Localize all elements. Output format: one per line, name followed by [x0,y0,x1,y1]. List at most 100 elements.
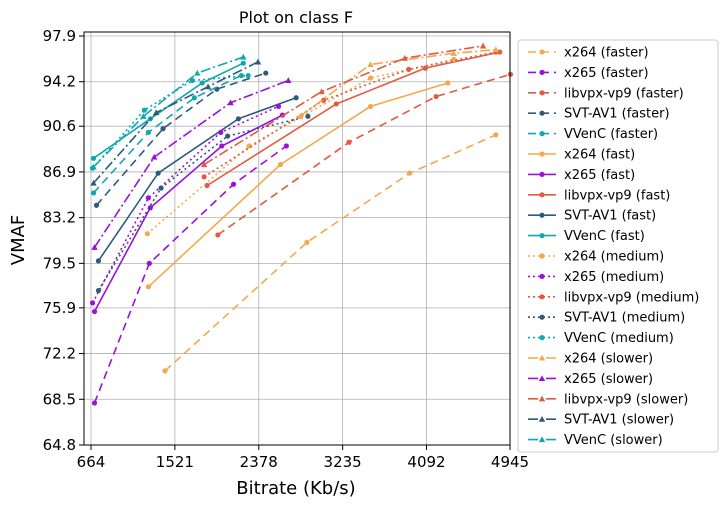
data-point [155,170,161,176]
legend-label: x264 (fast) [564,148,635,163]
data-point [422,65,428,71]
legend-marker [539,192,545,198]
series-line [147,82,449,288]
series-libvpx-vp9-slower [200,42,487,168]
legend-marker [539,49,545,55]
data-point [91,308,98,315]
legend-marker [539,69,545,75]
legend-item: x265 (medium) [528,270,664,285]
x-axis-ticks: 664 1521 2378 3235 4092 4945 [77,445,529,471]
series-vvenc-medium [89,72,251,171]
legend: x264 (faster) x265 (faster) libvpx-vp9 (fa… [517,39,719,453]
legend-marker [539,90,545,96]
y-tick-label: 64.8 [43,436,76,454]
data-point [201,174,207,180]
series-vvenc-faster [90,72,244,196]
series-x264-slower [296,46,500,119]
data-point [141,107,148,113]
data-point [445,80,451,86]
legend-label: VVenC (faster) [564,127,658,142]
legend-label: x264 (medium) [564,250,664,265]
legend-item: VVenC (slower) [528,433,663,448]
legend-item: VVenC (fast) [528,229,645,244]
legend-item: SVT-AV1 (slower) [528,413,674,428]
data-point [91,244,98,250]
chart-title: Plot on class F [239,8,353,27]
legend-item: libvpx-vp9 (medium) [528,290,699,305]
legend-item: SVT-AV1 (fast) [528,209,656,224]
data-point [93,202,100,208]
series-line [203,51,496,178]
legend-item: x265 (fast) [528,168,635,183]
data-point [254,58,262,65]
series-svt-av1-fast [95,95,299,264]
legend-label: SVT-AV1 (medium) [564,311,685,326]
data-point [90,179,97,186]
legend-marker [539,233,545,239]
legend-marker [539,171,545,177]
legend-item: x264 (medium) [528,250,664,265]
data-point [433,93,439,100]
data-point [263,70,269,76]
series-libvpx-vp9-faster [215,71,514,238]
legend-label: x265 (faster) [564,66,649,81]
data-point [245,72,251,79]
series-line [206,51,500,187]
legend-marker [539,110,545,116]
data-point [95,287,102,294]
x-tick-label: 3235 [324,453,362,471]
x-tick-label: 1521 [156,453,194,471]
data-point [90,155,97,161]
data-point [90,190,97,196]
series-x264-faster [162,132,499,374]
series-line [92,61,259,184]
legend-item: VVenC (medium) [528,331,674,346]
data-point [215,232,221,238]
data-point [283,143,289,149]
data-point [204,83,212,90]
legend-label: x265 (medium) [564,270,664,285]
data-point [218,129,224,135]
data-point [333,101,339,107]
legend-item: libvpx-vp9 (fast) [528,188,670,203]
data-point [89,300,96,306]
data-point [145,129,151,135]
legend-marker [539,314,545,320]
data-point [151,153,158,160]
y-tick-label: 68.5 [43,390,76,408]
series-line [203,45,484,166]
data-point [240,60,246,66]
data-point [146,260,152,266]
series-line [92,56,244,168]
series-libvpx-vp9-medium [201,49,499,180]
data-point [367,61,374,67]
data-point [95,258,102,264]
legend-label: SVT-AV1 (fast) [564,209,656,224]
y-tick-label: 90.6 [43,117,76,135]
legend-marker [539,294,545,300]
series-line [97,115,309,291]
data-point [293,95,299,101]
data-point [158,185,164,191]
data-point [367,103,374,110]
series-line [93,114,283,312]
data-point [145,195,151,201]
legend-label: x265 (fast) [564,168,635,183]
data-point [497,49,503,55]
data-point [401,55,408,61]
data-point [191,95,197,101]
legend-marker [538,375,546,381]
data-point [238,72,244,79]
y-tick-label: 79.5 [43,254,76,272]
data-point [275,103,282,110]
y-axis-ticks: 64.8 68.5 72.2 75.9 79.5 83.2 86.9 90.6 94.2 97.9 [43,27,84,454]
legend-label: libvpx-vp9 (fast) [564,188,670,203]
data-point [346,139,352,145]
legend-item: libvpx-vp9 (faster) [528,86,684,101]
data-point [199,80,205,86]
series-x264-fast [145,80,451,290]
series-svt-av1-medium [95,113,311,294]
data-point [160,126,166,132]
series-line [299,48,496,117]
